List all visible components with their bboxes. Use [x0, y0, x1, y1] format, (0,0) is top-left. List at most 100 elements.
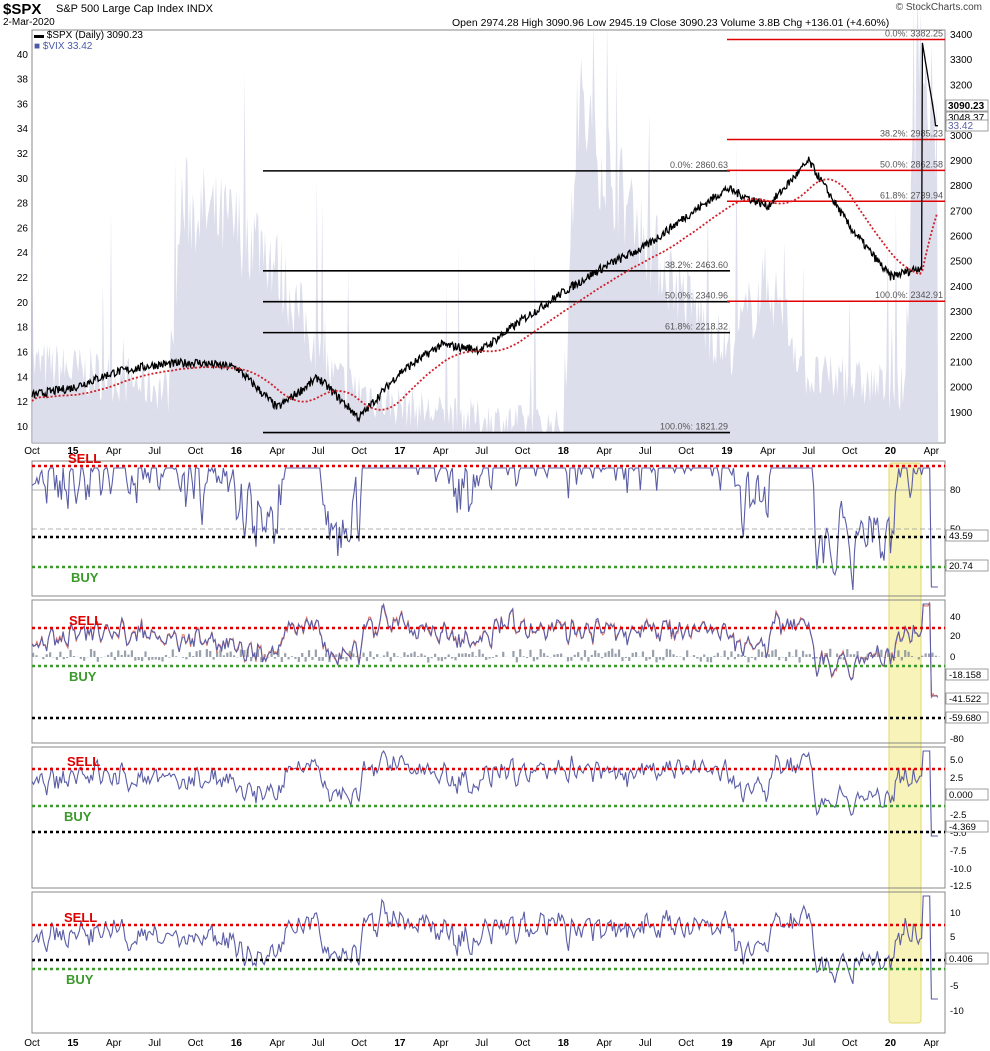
histogram-bar: [723, 650, 726, 657]
histogram-bar: [485, 657, 488, 661]
histogram-bar: [62, 657, 65, 660]
histogram-bar: [495, 654, 498, 657]
histogram-bar: [314, 649, 317, 657]
buy-label: BUY: [71, 570, 99, 585]
left-axis-tick: 34: [17, 124, 29, 135]
histogram-bar: [307, 650, 311, 657]
histogram-bar: [887, 648, 890, 657]
right-axis-tick: 3200: [950, 80, 973, 91]
histogram-bar: [250, 657, 253, 662]
exchange: INDX: [186, 3, 213, 15]
spx-price-line: [31, 42, 938, 423]
histogram-bar: [260, 657, 263, 663]
histogram-bar: [853, 654, 856, 657]
histogram-bar: [304, 657, 307, 662]
price-label: 3090.23: [948, 101, 985, 112]
x-tick-top: Oct: [678, 446, 694, 457]
histogram-bar: [389, 657, 392, 662]
left-axis-tick: 28: [17, 199, 29, 210]
histogram-bar: [287, 657, 290, 660]
buy-label: BUY: [64, 809, 92, 824]
legend-vix-label: $VIX 33.42: [42, 41, 93, 52]
panel-axis-tick: 20: [950, 631, 961, 642]
panel-axis-tick: -7.5: [950, 846, 966, 857]
histogram-bar: [733, 657, 736, 660]
histogram-bar: [444, 657, 447, 660]
histogram-bar: [488, 657, 491, 659]
histogram-bar: [454, 657, 457, 661]
histogram-bar: [164, 654, 168, 657]
histogram-bar: [96, 657, 99, 662]
histogram-bar: [461, 653, 464, 657]
index-title: S&P 500 Large Cap Index: [56, 3, 184, 15]
histogram-bar: [158, 657, 161, 661]
fib-label-red: 61.8%: 2739.94: [880, 190, 943, 200]
histogram-bar: [147, 657, 151, 661]
sell-label: SELL: [68, 451, 101, 466]
x-tick-top: Oct: [24, 446, 40, 457]
panel-axis-tick: 50: [950, 524, 961, 535]
histogram-bar: [934, 655, 937, 657]
panel-value-box: [945, 692, 989, 705]
price-label: 3048.37: [948, 113, 985, 124]
panel-value-box: [945, 711, 989, 724]
histogram-bar: [382, 655, 386, 657]
left-axis-tick: 40: [17, 50, 29, 61]
panel-value-box: [945, 529, 989, 542]
histogram-bar: [880, 649, 883, 657]
histogram-bar: [655, 657, 658, 663]
histogram-bar: [682, 657, 685, 661]
histogram-bar: [587, 657, 590, 662]
histogram-bar: [55, 657, 59, 660]
histogram-bar: [83, 657, 86, 661]
histogram-bar: [342, 657, 345, 659]
histogram-bar: [59, 651, 62, 657]
chart-header: $SPX S&P 500 Large Cap Index INDX 2-Mar-…: [0, 0, 990, 30]
panel-axis-tick: 2.5: [950, 773, 963, 784]
histogram-bar: [215, 651, 219, 657]
price-label: 33.42: [948, 121, 973, 132]
histogram-bar: [536, 657, 539, 660]
right-axis-tick: 2300: [950, 307, 973, 318]
x-tick-top: 18: [558, 446, 570, 457]
x-tick-top: 17: [394, 446, 406, 457]
panel-axis-tick: -10.0: [950, 864, 972, 875]
x-tick-top: Jul: [802, 446, 815, 457]
histogram-bar: [171, 649, 174, 657]
histogram-bar: [447, 654, 450, 657]
histogram-bar: [631, 652, 634, 657]
histogram-bar: [669, 649, 672, 657]
histogram-bar: [263, 654, 266, 657]
panel-value-label: -41.522: [949, 694, 981, 705]
histogram-bar: [525, 657, 529, 659]
indicator-panel-frame: [31, 460, 946, 597]
x-tick-top: 20: [885, 446, 897, 457]
histogram-bar: [45, 654, 48, 657]
panel-axis-tick: 5.0: [950, 755, 963, 766]
vix-area: [32, 0, 939, 443]
histogram-bar: [185, 657, 188, 660]
x-tick-top: Apr: [760, 446, 776, 457]
histogram-bar: [433, 653, 437, 657]
histogram-bar: [774, 649, 777, 657]
histogram-bar: [324, 653, 328, 657]
histogram-bar: [784, 657, 788, 662]
histogram-bar: [730, 651, 733, 657]
legend: ▬ $SPX (Daily) 3090.23 ■ $VIX 33.42: [34, 30, 143, 52]
histogram-bar: [634, 652, 638, 657]
histogram-bar: [355, 655, 358, 657]
histogram-bar: [927, 653, 931, 657]
left-axis-tick: 12: [17, 397, 29, 408]
histogram-bar: [648, 657, 651, 660]
histogram-bar: [430, 657, 433, 659]
histogram-bar: [79, 657, 82, 659]
legend-vix: ■ $VIX 33.42: [34, 41, 93, 52]
histogram-bar: [345, 657, 348, 662]
histogram-bar: [161, 657, 164, 662]
indicator-line: [31, 602, 938, 697]
left-axis-tick: 36: [17, 99, 29, 110]
histogram-bar: [815, 657, 818, 659]
histogram-bar: [35, 655, 38, 657]
histogram-bar: [662, 657, 665, 661]
histogram-bar: [675, 656, 679, 657]
